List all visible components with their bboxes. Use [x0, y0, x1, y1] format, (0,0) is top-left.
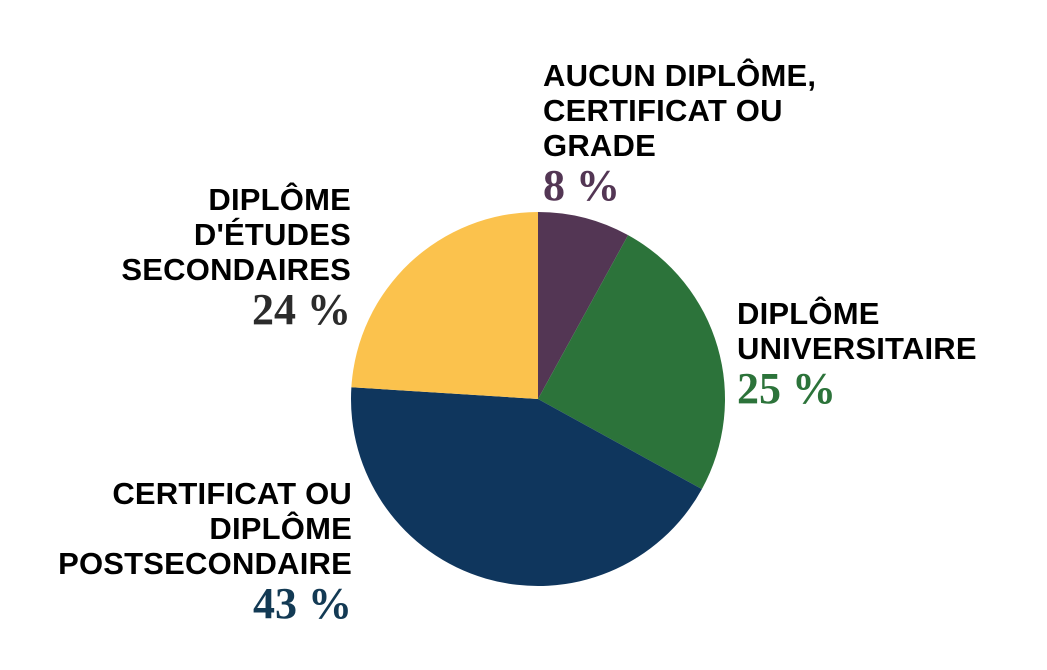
slice-label-certificat-postsecondaire: CERTIFICAT OU DIPLÔME POSTSECONDAIRE 43 … [20, 476, 352, 627]
slice-label-diplome-universitaire: DIPLÔME UNIVERSITAIRE 25 % [737, 296, 1037, 412]
pie-slice-0 [538, 212, 629, 399]
slice-label-text: DIPLÔME D'ÉTUDES SECONDAIRES [121, 182, 351, 287]
slice-label-text: AUCUN DIPLÔME, CERTIFICAT OU GRADE [543, 58, 817, 163]
slice-label-text: DIPLÔME UNIVERSITAIRE [737, 296, 977, 366]
slice-value-label: 24 % [252, 285, 351, 334]
slice-label-text: CERTIFICAT OU DIPLÔME POSTSECONDAIRE [58, 476, 352, 581]
slice-label-diplome-secondaire: DIPLÔME D'ÉTUDES SECONDAIRES 24 % [60, 182, 351, 333]
slice-label-aucun-diplome: AUCUN DIPLÔME, CERTIFICAT OU GRADE 8 % [543, 58, 873, 209]
pie-slice-2 [351, 387, 702, 586]
pie-slice-1 [538, 235, 725, 490]
slice-value-label: 25 % [737, 364, 836, 413]
slice-value-label: 43 % [253, 579, 352, 628]
pie-slice-3 [351, 212, 538, 399]
slice-value-label: 8 % [543, 161, 620, 210]
